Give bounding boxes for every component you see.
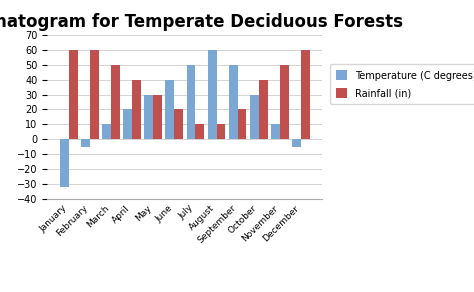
Bar xyxy=(280,65,289,139)
Bar xyxy=(301,50,310,139)
Bar xyxy=(195,124,204,139)
Bar xyxy=(187,65,195,139)
Bar xyxy=(174,110,183,139)
Bar xyxy=(90,50,99,139)
Bar xyxy=(271,124,280,139)
Bar xyxy=(259,80,268,139)
Bar xyxy=(250,95,259,139)
Bar xyxy=(81,139,90,147)
Bar xyxy=(60,139,69,187)
Bar xyxy=(144,95,153,139)
Bar xyxy=(292,139,301,147)
Bar xyxy=(102,124,111,139)
Bar xyxy=(217,124,226,139)
Bar xyxy=(111,65,120,139)
Bar xyxy=(153,95,162,139)
Title: Climatogram for Temperate Deciduous Forests: Climatogram for Temperate Deciduous Fore… xyxy=(0,13,403,31)
Bar xyxy=(229,65,237,139)
Bar xyxy=(208,50,217,139)
Legend: Temperature (C degrees), Rainfall (in): Temperature (C degrees), Rainfall (in) xyxy=(330,65,474,105)
Bar xyxy=(69,50,78,139)
Bar xyxy=(165,80,174,139)
Bar xyxy=(237,110,246,139)
Bar xyxy=(132,80,141,139)
Bar xyxy=(123,110,132,139)
